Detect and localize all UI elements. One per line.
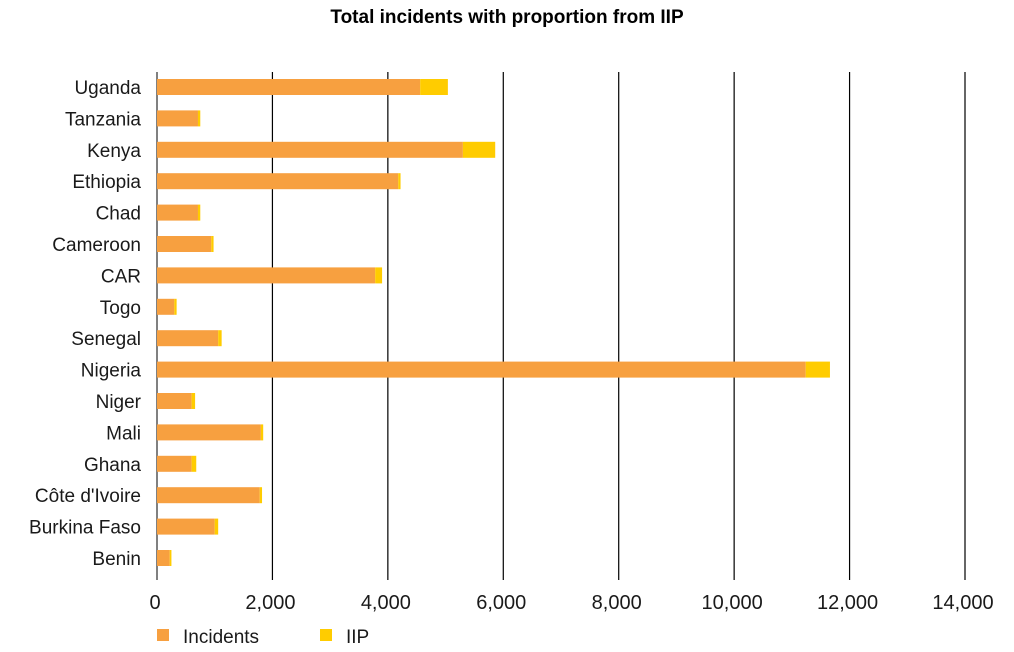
- bar-iip-uganda: [420, 79, 448, 95]
- bar-iip-kenya: [462, 141, 496, 158]
- chart-title: Total incidents with proportion from IIP: [330, 7, 684, 28]
- bar-incidents-tanzania: [157, 110, 198, 127]
- x-tick-label: 12,000: [817, 592, 878, 614]
- category-label-tanzania: Tanzania: [65, 109, 141, 130]
- bar-incidents-uganda: [157, 79, 421, 95]
- bar-iip-chad: [197, 204, 201, 221]
- bar-iip-togo: [174, 298, 177, 315]
- legend-label-iip: IIP: [346, 627, 369, 648]
- bar-incidents-cote-d-ivoire: [157, 487, 260, 504]
- grid-lines: [156, 72, 966, 580]
- category-label-ethiopia: Ethiopia: [72, 172, 141, 193]
- x-tick-label: 14,000: [932, 592, 993, 614]
- legend-swatch-incidents: [157, 629, 169, 641]
- legend-label-incidents: Incidents: [183, 627, 259, 648]
- bar-iip-burkina-faso: [214, 518, 219, 535]
- bar-iip-ethiopia: [398, 173, 401, 190]
- category-label-nigeria: Nigeria: [81, 361, 142, 382]
- bar-incidents-ethiopia: [157, 173, 399, 190]
- category-label-kenya: Kenya: [87, 141, 141, 162]
- category-label-chad: Chad: [96, 204, 141, 225]
- bar-incidents-ghana: [157, 455, 192, 472]
- bar-iip-niger: [191, 393, 196, 409]
- x-tick-label: 10,000: [702, 592, 763, 614]
- bar-incidents-car: [157, 267, 376, 284]
- category-label-uganda: Uganda: [74, 78, 141, 99]
- bar-incidents-cameroon: [157, 236, 212, 252]
- bar-incidents-senegal: [157, 330, 219, 347]
- bar-iip-benin: [169, 550, 172, 566]
- x-tick-label: 8,000: [592, 592, 642, 614]
- x-tick-label: 4,000: [361, 592, 411, 614]
- bar-iip-cameroon: [211, 236, 214, 252]
- x-tick-label: 0: [149, 592, 160, 614]
- bars: [157, 79, 830, 566]
- bar-incidents-togo: [157, 298, 175, 315]
- x-tick-label: 6,000: [476, 592, 526, 614]
- category-label-senegal: Senegal: [71, 329, 141, 350]
- category-label-burkina-faso: Burkina Faso: [29, 518, 141, 539]
- bar-incidents-niger: [157, 393, 192, 409]
- category-label-benin: Benin: [92, 549, 141, 570]
- x-tick-labels: 0 2,000 4,000 6,000 8,000 10,000 12,000 14,000: [149, 592, 993, 614]
- category-labels: Uganda Tanzania Kenya Ethiopia Chad Cameroon C…: [29, 78, 142, 570]
- bar-iip-nigeria: [805, 361, 830, 378]
- bar-incidents-benin: [157, 550, 170, 566]
- category-label-mali: Mali: [106, 423, 141, 444]
- category-label-togo: Togo: [100, 298, 141, 319]
- x-tick-label: 2,000: [245, 592, 295, 614]
- bar-iip-cote-d-ivoire: [259, 487, 263, 504]
- category-label-niger: Niger: [96, 392, 142, 413]
- bar-incidents-burkina-faso: [157, 518, 215, 535]
- bar-iip-tanzania: [197, 110, 201, 127]
- bar-iip-mali: [260, 424, 264, 441]
- bar-incidents-nigeria: [157, 361, 806, 378]
- category-label-ghana: Ghana: [84, 455, 141, 476]
- legend: Incidents IIP: [157, 627, 369, 648]
- legend-swatch-iip: [320, 629, 332, 641]
- bar-iip-senegal: [218, 330, 222, 347]
- category-label-car: CAR: [101, 266, 141, 287]
- bar-incidents-chad: [157, 204, 198, 221]
- bar-iip-ghana: [191, 455, 197, 472]
- category-label-cameroon: Cameroon: [52, 235, 141, 256]
- category-label-cote-d-ivoire: Côte d'Ivoire: [35, 486, 141, 507]
- bar-incidents-kenya: [157, 141, 463, 158]
- bar-incidents-mali: [157, 424, 261, 441]
- bar-iip-car: [375, 267, 383, 284]
